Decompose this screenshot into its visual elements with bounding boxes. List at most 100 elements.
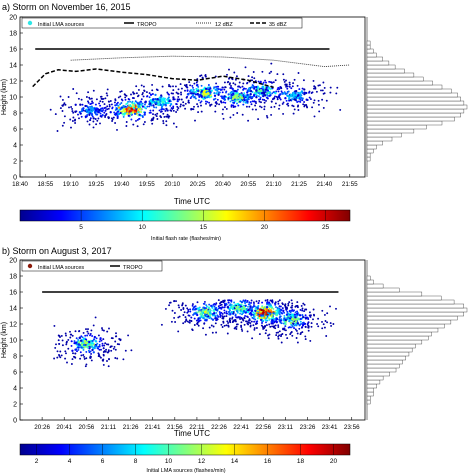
b-source-point bbox=[326, 321, 329, 324]
a-source-point bbox=[225, 107, 228, 110]
a-source-point bbox=[233, 89, 237, 93]
a-source-point bbox=[99, 100, 102, 103]
b-source-point bbox=[92, 324, 95, 327]
a-source-point bbox=[214, 97, 217, 100]
a-hist-bar bbox=[366, 88, 452, 94]
a-source-point bbox=[96, 113, 99, 116]
b-source-point bbox=[226, 305, 230, 309]
b-source-point bbox=[244, 311, 247, 314]
b-source-point bbox=[182, 322, 185, 325]
b-source-point bbox=[74, 352, 77, 355]
a-source-point bbox=[72, 116, 75, 119]
a-source-point bbox=[219, 100, 223, 103]
a-source-point bbox=[238, 81, 241, 84]
a-source-point bbox=[194, 119, 196, 122]
b-source-point bbox=[87, 328, 89, 331]
b-source-point bbox=[249, 305, 252, 308]
panel-a-colorbar: 5 10 15 20 25 Initial flash rate (flashes/mi… bbox=[19, 209, 351, 242]
a-source-point bbox=[228, 83, 231, 86]
a-source-point bbox=[269, 87, 272, 91]
a-source-point bbox=[192, 88, 195, 91]
a-source-point bbox=[261, 98, 264, 101]
b-source-point bbox=[251, 316, 254, 319]
a-source-point bbox=[322, 106, 325, 109]
a-source-point bbox=[78, 117, 80, 120]
b-ytick-label: 4 bbox=[13, 386, 17, 393]
a-source-point bbox=[161, 108, 164, 111]
a-source-point bbox=[185, 83, 188, 86]
a-source-point bbox=[175, 103, 178, 105]
a-source-point bbox=[127, 98, 130, 100]
a-hist-bar bbox=[366, 104, 468, 110]
b-source-point bbox=[84, 341, 87, 345]
b-source-point bbox=[235, 307, 238, 310]
a-source-point bbox=[294, 92, 297, 95]
a-source-point bbox=[246, 91, 249, 94]
b-ytick-label: 10 bbox=[9, 338, 17, 345]
a-source-point bbox=[318, 110, 321, 113]
b-source-point bbox=[105, 343, 108, 346]
b-xtick-label: 21:56 bbox=[167, 424, 183, 431]
b-source-point bbox=[86, 334, 89, 337]
b-source-point bbox=[218, 311, 221, 313]
b-source-point bbox=[106, 330, 109, 333]
b-source-point bbox=[283, 317, 286, 320]
b-source-point bbox=[254, 318, 257, 321]
b-source-point bbox=[204, 333, 207, 336]
a-source-point bbox=[92, 120, 95, 123]
a-source-point bbox=[132, 91, 135, 94]
b-source-point bbox=[295, 314, 298, 317]
b-source-point bbox=[274, 324, 277, 327]
b-source-point bbox=[263, 327, 265, 330]
a-source-point bbox=[155, 88, 158, 91]
a-source-point bbox=[62, 103, 65, 106]
b-source-point bbox=[83, 346, 86, 349]
b-source-point bbox=[177, 316, 180, 319]
b-source-point bbox=[277, 311, 280, 314]
a-source-point bbox=[165, 120, 168, 123]
b-source-point bbox=[183, 311, 186, 314]
b-source-point bbox=[265, 321, 267, 324]
a-source-point bbox=[105, 113, 107, 116]
b-xtick-label: 21:26 bbox=[123, 424, 139, 431]
a-source-point bbox=[111, 120, 114, 122]
b-source-point bbox=[228, 304, 231, 307]
b-source-point bbox=[67, 347, 70, 350]
a-source-point bbox=[176, 108, 179, 111]
a-source-point bbox=[273, 105, 276, 108]
a-source-point bbox=[247, 119, 250, 122]
a-source-point bbox=[222, 117, 225, 120]
b-source-point bbox=[230, 303, 233, 306]
b-source-point bbox=[81, 336, 84, 339]
panel-b-legend: Initial LMA sources TROPO bbox=[21, 260, 163, 272]
b-source-point bbox=[275, 334, 278, 337]
b-source-point bbox=[238, 308, 241, 311]
a-source-point bbox=[176, 105, 179, 108]
b-source-point bbox=[65, 343, 68, 346]
a-source-point bbox=[215, 86, 217, 88]
b-source-point bbox=[244, 315, 247, 317]
a-source-point bbox=[183, 84, 186, 87]
b-source-point bbox=[203, 302, 206, 305]
b-source-point bbox=[173, 299, 176, 302]
b-source-point bbox=[102, 353, 105, 356]
a-source-point bbox=[109, 100, 112, 102]
b-source-point bbox=[234, 314, 237, 317]
a-xtick-label: 19:55 bbox=[139, 181, 155, 188]
b-source-point bbox=[93, 335, 96, 339]
a-source-point bbox=[196, 92, 199, 96]
a-source-point bbox=[88, 123, 91, 126]
a-source-point bbox=[197, 105, 200, 108]
a-source-point bbox=[130, 118, 133, 121]
a-source-point bbox=[131, 100, 134, 103]
b-hist-bar bbox=[366, 375, 384, 381]
a-source-point bbox=[279, 98, 282, 101]
a-source-point bbox=[152, 109, 155, 112]
b-source-point bbox=[56, 350, 59, 353]
b-source-point bbox=[69, 330, 71, 333]
a-source-point bbox=[229, 100, 232, 103]
a-source-point bbox=[278, 104, 281, 107]
a-source-point bbox=[142, 123, 145, 126]
b-source-point bbox=[254, 323, 257, 325]
b-source-point bbox=[209, 312, 212, 315]
